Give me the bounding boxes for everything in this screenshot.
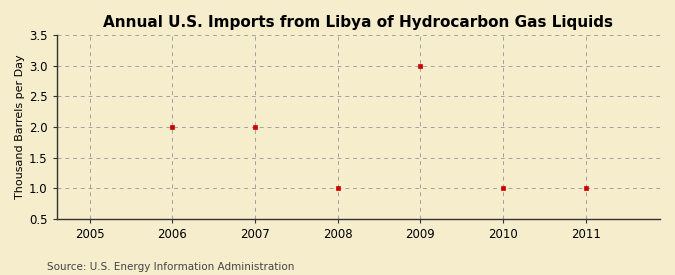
Text: Source: U.S. Energy Information Administration: Source: U.S. Energy Information Administ… [47, 262, 294, 272]
Title: Annual U.S. Imports from Libya of Hydrocarbon Gas Liquids: Annual U.S. Imports from Libya of Hydroc… [103, 15, 614, 30]
Y-axis label: Thousand Barrels per Day: Thousand Barrels per Day [15, 55, 25, 199]
